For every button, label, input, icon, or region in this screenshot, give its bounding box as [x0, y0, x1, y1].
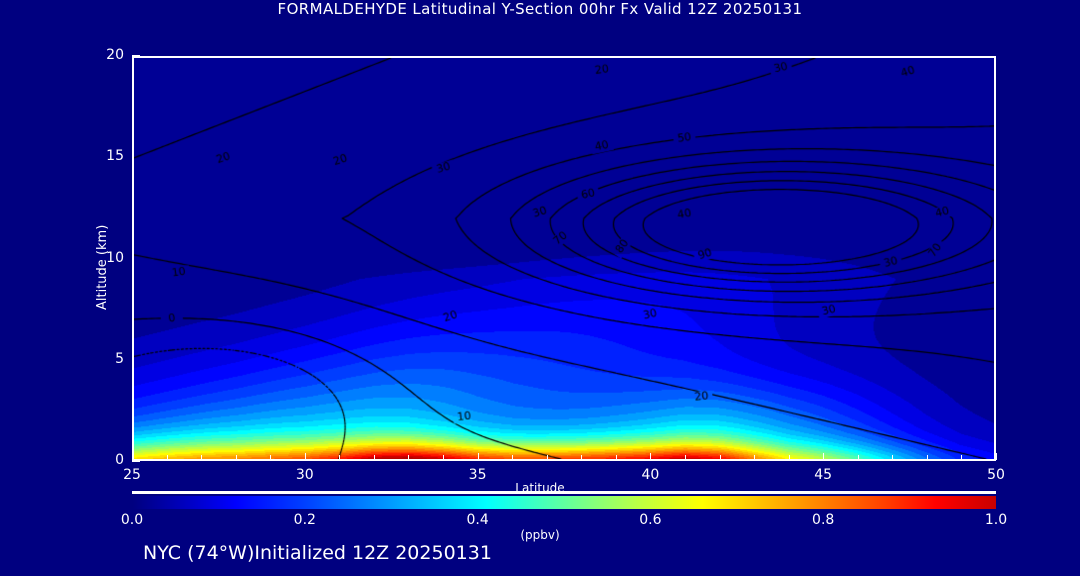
x-axis-minor-tickmark [788, 455, 790, 460]
y-axis-label: Altitude (km) [95, 224, 110, 310]
x-axis-minor-tickmark [235, 455, 237, 460]
x-axis-minor-tickmark [926, 455, 928, 460]
x-axis-minor-tickmark [512, 455, 514, 460]
x-axis-minor-tickmark [892, 455, 894, 460]
colorbar-tick-0.2: 0.2 [293, 512, 316, 528]
colorbar-tick-1.0: 1.0 [984, 512, 1008, 528]
x-axis-minor-tickmark [373, 455, 375, 460]
colorbar-units: (ppbv) [520, 528, 560, 542]
x-axis-minor-tickmark [615, 455, 617, 460]
wind-isotach-contours [134, 58, 994, 459]
y-axis-tick-0: 0 [115, 452, 124, 468]
x-axis-tick-25: 25 [123, 467, 141, 483]
x-axis-minor-tickmark [408, 455, 410, 460]
x-axis-tick-50: 50 [987, 467, 1005, 483]
y-axis-tickmark [132, 460, 140, 462]
x-axis-minor-tickmark [201, 455, 203, 460]
x-axis-minor-tickmark [684, 455, 686, 460]
x-axis-minor-tickmark [719, 455, 721, 460]
x-axis-minor-tickmark [132, 453, 133, 460]
y-axis-tick-20: 20 [106, 47, 124, 63]
x-axis-minor-tickmark [650, 453, 652, 460]
x-axis-minor-tickmark [546, 455, 548, 460]
colorbar-tick-0.0: 0.0 [120, 512, 144, 528]
x-axis-tick-45: 45 [814, 467, 833, 483]
colorbar[interactable] [132, 496, 996, 509]
y-axis-tick-15: 15 [106, 148, 124, 165]
colorbar-tick-0.6: 0.6 [639, 512, 662, 528]
x-axis-minor-tickmark [961, 455, 963, 460]
x-axis-tick-40: 40 [641, 467, 660, 483]
colorbar-tick-0.4: 0.4 [466, 512, 489, 528]
cross-section-plot[interactable] [132, 56, 996, 461]
x-axis-minor-tickmark [996, 453, 997, 460]
footer-caption: NYC (74°W)Initialized 12Z 20250131 [143, 542, 492, 564]
page-title: FORMALDEHYDE Latitudinal Y-Section 00hr … [277, 0, 803, 18]
x-axis-minor-tickmark [304, 453, 306, 460]
colorbar-top-rule [132, 491, 996, 494]
colorbar-tick-0.8: 0.8 [812, 512, 835, 528]
x-axis-minor-tickmark [270, 455, 272, 460]
y-axis-tick-5: 5 [115, 350, 124, 367]
x-axis-tick-35: 35 [468, 467, 487, 483]
x-axis-minor-tickmark [477, 453, 479, 460]
x-axis-tick-30: 30 [295, 467, 314, 483]
x-axis-minor-tickmark [754, 455, 756, 460]
y-axis-tick-10: 10 [106, 249, 124, 266]
x-axis-minor-tickmark [443, 455, 445, 460]
x-axis-minor-tickmark [857, 455, 859, 460]
x-axis-minor-tickmark [823, 453, 825, 460]
x-axis-minor-tickmark [339, 455, 341, 460]
x-axis-minor-tickmark [581, 455, 583, 460]
x-axis-minor-tickmark [166, 455, 168, 460]
